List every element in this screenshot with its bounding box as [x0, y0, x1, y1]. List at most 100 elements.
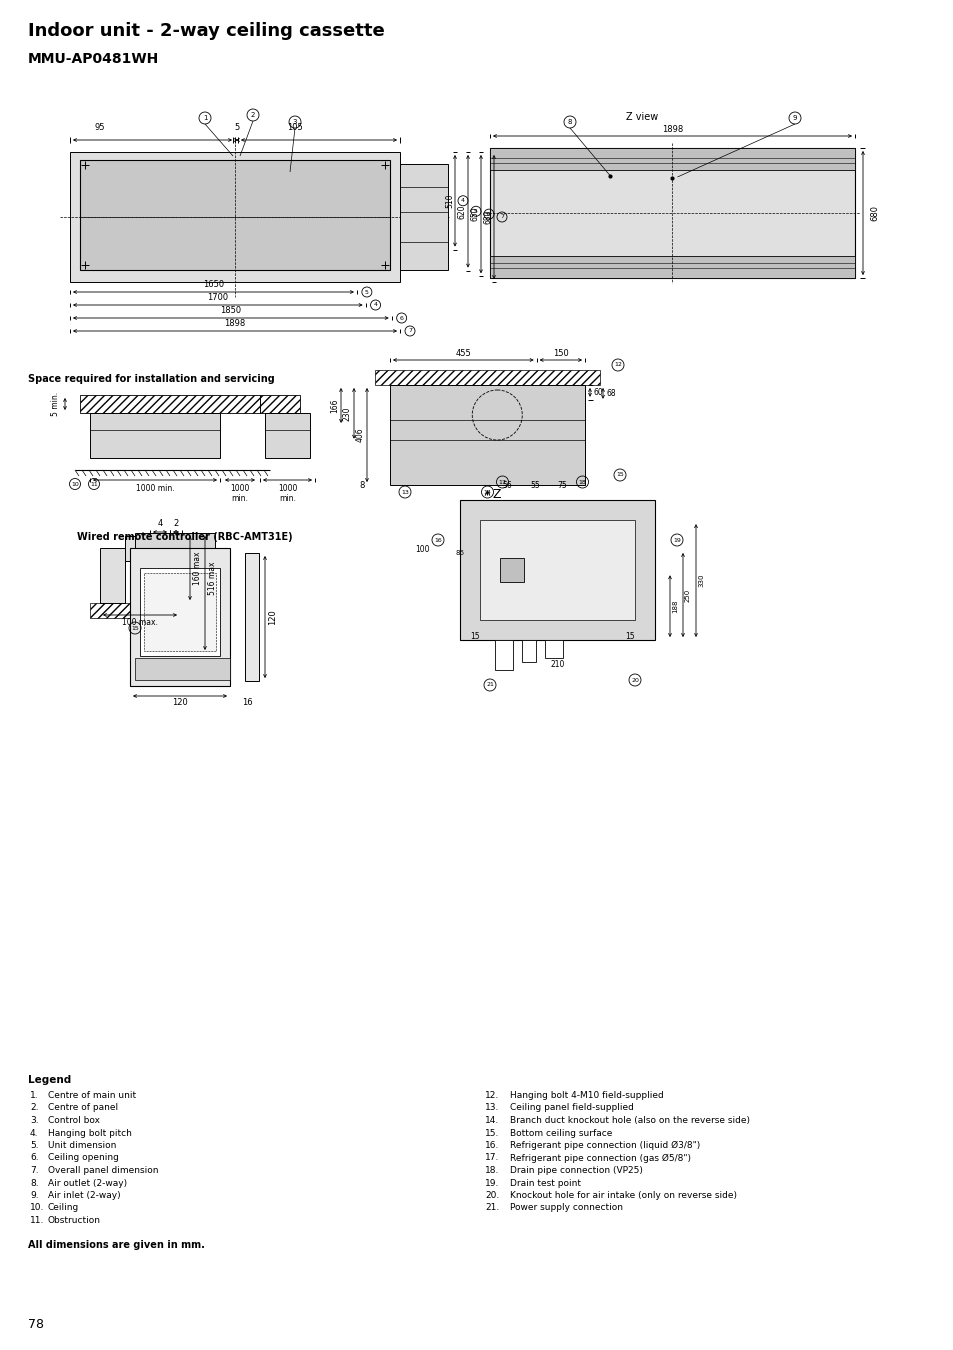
- Text: 60: 60: [594, 387, 603, 397]
- Text: Legend: Legend: [28, 1075, 71, 1085]
- Text: 620: 620: [457, 204, 467, 219]
- Text: 3: 3: [293, 119, 297, 126]
- Text: 13.: 13.: [484, 1103, 498, 1112]
- Text: 160 max: 160 max: [193, 551, 202, 585]
- Text: Branch duct knockout hole (also on the reverse side): Branch duct knockout hole (also on the r…: [510, 1116, 749, 1125]
- Bar: [135, 657, 230, 680]
- Bar: [375, 370, 599, 385]
- Bar: [90, 603, 190, 618]
- Text: 20: 20: [630, 678, 639, 683]
- Bar: [390, 385, 584, 485]
- Text: 330: 330: [698, 574, 703, 587]
- Text: 230: 230: [343, 406, 352, 421]
- Text: MMU-AP0481WH: MMU-AP0481WH: [28, 53, 159, 66]
- Text: 680: 680: [869, 205, 878, 221]
- Text: 406: 406: [355, 428, 365, 443]
- Text: Hanging bolt pitch: Hanging bolt pitch: [48, 1129, 132, 1138]
- Text: 19: 19: [673, 537, 680, 543]
- Text: 6: 6: [399, 316, 403, 320]
- Text: 19.: 19.: [484, 1179, 498, 1188]
- Text: 5 min.: 5 min.: [51, 392, 60, 416]
- Text: 188: 188: [671, 599, 678, 613]
- Text: 20.: 20.: [484, 1191, 498, 1200]
- Text: Knockout hole for air intake (only on reverse side): Knockout hole for air intake (only on re…: [510, 1191, 737, 1200]
- Text: 75: 75: [558, 481, 567, 490]
- Text: 6: 6: [487, 212, 491, 216]
- Text: All dimensions are given in mm.: All dimensions are given in mm.: [28, 1241, 205, 1250]
- Text: Ceiling panel field-supplied: Ceiling panel field-supplied: [510, 1103, 633, 1112]
- Text: 1700: 1700: [207, 293, 228, 302]
- Text: 15: 15: [131, 625, 139, 630]
- Text: Drain pipe connection (VP25): Drain pipe connection (VP25): [510, 1166, 642, 1174]
- Text: 78: 78: [28, 1318, 44, 1331]
- Text: 1898: 1898: [661, 126, 682, 134]
- Text: 18: 18: [578, 479, 586, 485]
- Text: 166: 166: [330, 398, 338, 413]
- Text: 105: 105: [287, 123, 302, 132]
- Text: 4: 4: [374, 302, 377, 308]
- Text: 55: 55: [530, 481, 539, 490]
- Bar: [521, 640, 536, 662]
- Text: Bottom ceiling surface: Bottom ceiling surface: [510, 1129, 612, 1138]
- Text: 150: 150: [553, 350, 568, 358]
- Text: 17: 17: [498, 479, 506, 485]
- Bar: [135, 533, 214, 551]
- Text: Ceiling: Ceiling: [48, 1203, 79, 1212]
- Text: Z: Z: [492, 489, 500, 501]
- Text: Obstruction: Obstruction: [48, 1216, 101, 1224]
- Bar: [140, 568, 220, 656]
- Text: 1898: 1898: [224, 319, 245, 328]
- Text: Air outlet (2-way): Air outlet (2-way): [48, 1179, 127, 1188]
- Text: 120: 120: [172, 698, 188, 707]
- Text: 100: 100: [416, 545, 430, 555]
- Text: Centre of panel: Centre of panel: [48, 1103, 118, 1112]
- Text: Space required for installation and servicing: Space required for installation and serv…: [28, 374, 274, 383]
- Bar: [495, 640, 513, 670]
- Text: 1850: 1850: [220, 306, 241, 315]
- Text: 9: 9: [792, 115, 797, 122]
- Text: 680: 680: [483, 209, 493, 224]
- Text: 11.: 11.: [30, 1216, 45, 1224]
- Bar: [130, 548, 230, 686]
- Text: 1650: 1650: [203, 279, 224, 289]
- Text: 17.: 17.: [484, 1153, 498, 1162]
- Text: 4.: 4.: [30, 1129, 38, 1138]
- Text: 210: 210: [550, 660, 564, 670]
- Text: 15.: 15.: [484, 1129, 498, 1138]
- Bar: [90, 413, 220, 458]
- Text: 1000
min.: 1000 min.: [277, 485, 297, 504]
- Text: 4: 4: [157, 518, 162, 528]
- Text: 1000 min.: 1000 min.: [135, 485, 174, 493]
- Text: 8: 8: [359, 481, 365, 490]
- Text: 120: 120: [268, 609, 276, 625]
- Text: 12: 12: [614, 363, 621, 367]
- Bar: [399, 163, 448, 270]
- Text: Air inlet (2-way): Air inlet (2-way): [48, 1191, 120, 1200]
- Text: 10.: 10.: [30, 1203, 45, 1212]
- Bar: [265, 413, 310, 458]
- Bar: [490, 256, 854, 278]
- Text: Power supply connection: Power supply connection: [510, 1203, 622, 1212]
- Text: Wired remote controller (RBC-AMT31E): Wired remote controller (RBC-AMT31E): [77, 532, 293, 541]
- Text: Ceiling opening: Ceiling opening: [48, 1153, 119, 1162]
- Text: 18.: 18.: [484, 1166, 498, 1174]
- Bar: [499, 558, 523, 582]
- Text: 8.: 8.: [30, 1179, 38, 1188]
- Text: 12.: 12.: [484, 1091, 498, 1100]
- Text: 5: 5: [365, 289, 369, 294]
- Text: 21: 21: [485, 683, 494, 687]
- Text: 13: 13: [400, 490, 409, 494]
- Text: 5: 5: [234, 123, 239, 132]
- Text: 3.: 3.: [30, 1116, 38, 1125]
- Bar: [125, 536, 180, 562]
- Text: Overall panel dimension: Overall panel dimension: [48, 1166, 158, 1174]
- Text: 14.: 14.: [484, 1116, 498, 1125]
- Text: 14: 14: [483, 490, 491, 494]
- Bar: [459, 500, 655, 640]
- Text: Centre of main unit: Centre of main unit: [48, 1091, 136, 1100]
- Bar: [260, 396, 299, 413]
- Text: Control box: Control box: [48, 1116, 100, 1125]
- Text: 11: 11: [90, 482, 98, 486]
- Text: Indoor unit - 2-way ceiling cassette: Indoor unit - 2-way ceiling cassette: [28, 22, 384, 40]
- Text: 1.: 1.: [30, 1091, 38, 1100]
